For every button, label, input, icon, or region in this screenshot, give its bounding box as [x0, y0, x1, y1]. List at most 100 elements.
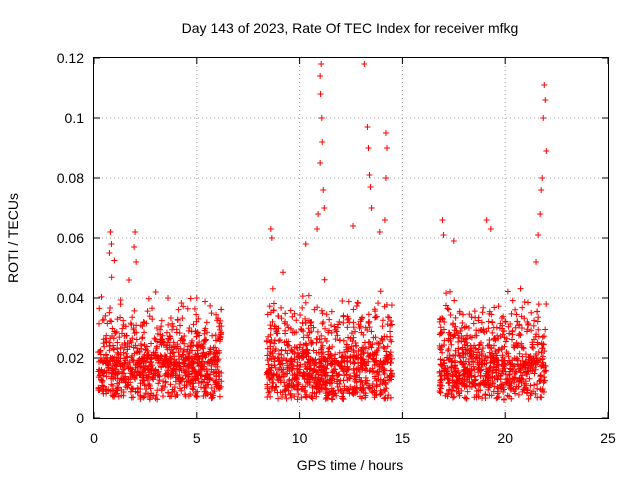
data-point [302, 319, 309, 326]
data-point [274, 389, 281, 396]
data-point [187, 343, 194, 350]
data-point [350, 306, 357, 313]
data-point [321, 276, 328, 283]
data-point [277, 361, 284, 368]
data-point [525, 356, 532, 363]
data-point [174, 343, 181, 350]
data-point [195, 380, 202, 387]
data-point [346, 319, 353, 326]
data-point [378, 335, 385, 342]
data-point [327, 389, 334, 396]
data-point [523, 369, 530, 376]
data-point [384, 343, 391, 350]
data-point [387, 318, 394, 325]
data-point [263, 338, 270, 345]
data-point [115, 368, 122, 375]
data-point [375, 361, 382, 368]
data-point [504, 392, 511, 399]
data-point [497, 384, 504, 391]
data-point [133, 336, 140, 343]
data-point [371, 373, 378, 380]
data-point [311, 361, 318, 368]
data-point [143, 386, 150, 393]
data-point [538, 394, 545, 401]
data-point [320, 187, 327, 193]
data-point [114, 344, 121, 351]
data-point [127, 337, 134, 344]
data-point [158, 323, 165, 330]
data-point [200, 350, 207, 357]
data-point [527, 382, 534, 389]
data-point [325, 348, 332, 355]
data-point [181, 347, 188, 354]
data-point [486, 308, 493, 315]
data-point [145, 382, 152, 389]
data-point [463, 323, 470, 330]
data-point [143, 352, 150, 359]
data-point [493, 364, 500, 371]
data-point [279, 394, 286, 401]
data-point [360, 331, 367, 338]
data-point [155, 380, 162, 387]
data-point [267, 226, 274, 232]
data-point [321, 205, 328, 211]
data-point [485, 342, 492, 349]
data-point [313, 339, 320, 346]
data-point [362, 345, 369, 352]
data-point [165, 364, 172, 371]
data-point [100, 383, 107, 390]
data-point [265, 333, 272, 340]
data-point [357, 378, 364, 385]
data-point [350, 347, 357, 354]
data-point [148, 356, 155, 363]
data-point [456, 352, 463, 359]
data-point [214, 358, 221, 365]
data-point [179, 351, 186, 358]
data-point [366, 384, 373, 391]
data-point [451, 327, 458, 334]
data-point [215, 369, 222, 376]
data-point [322, 365, 329, 372]
data-point [543, 301, 550, 308]
data-point [371, 387, 378, 394]
data-point [278, 315, 285, 322]
data-point [316, 359, 323, 366]
data-point [191, 373, 198, 380]
data-point [214, 317, 221, 324]
data-point [186, 324, 193, 331]
data-point [462, 336, 469, 343]
x-axis-label: GPS time / hours [297, 457, 404, 473]
data-point [117, 301, 124, 308]
data-point [497, 320, 504, 327]
data-point [106, 339, 113, 346]
data-point [202, 336, 209, 343]
data-point [524, 386, 531, 393]
data-point [178, 335, 185, 342]
data-point [354, 299, 361, 306]
data-point [447, 288, 454, 295]
data-point [289, 329, 296, 336]
data-point [129, 385, 136, 392]
data-point [157, 352, 164, 359]
data-point [385, 392, 392, 399]
data-point [323, 311, 330, 318]
data-point [185, 362, 192, 369]
data-point [100, 316, 107, 323]
data-point [133, 349, 140, 356]
data-point [377, 381, 383, 388]
data-point [387, 333, 394, 340]
data-point [140, 394, 147, 401]
data-point [465, 369, 472, 376]
data-point [517, 332, 524, 339]
data-point [503, 349, 510, 356]
data-point [387, 359, 394, 366]
data-point [365, 353, 372, 360]
data-point [98, 293, 105, 300]
data-point [353, 302, 360, 309]
data-point [379, 380, 386, 387]
data-point [473, 387, 480, 394]
data-point [176, 353, 183, 360]
data-point [284, 370, 291, 377]
data-point [494, 357, 501, 364]
data-point [317, 160, 324, 166]
